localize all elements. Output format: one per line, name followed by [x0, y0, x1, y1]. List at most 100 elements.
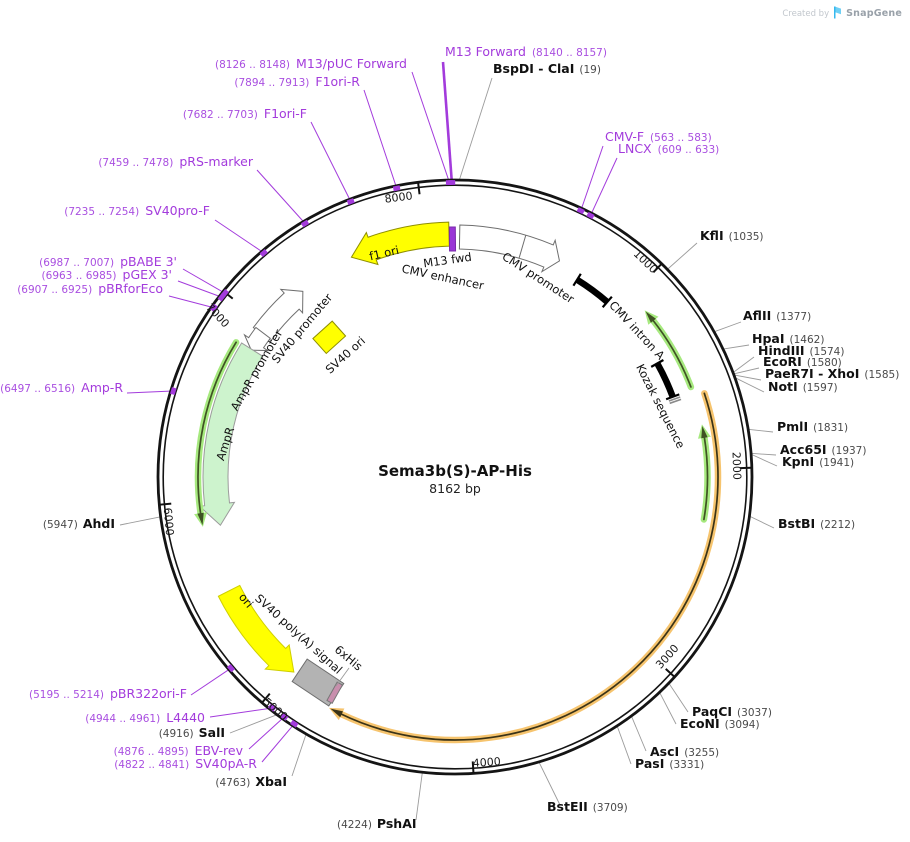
ring-mark-7244	[259, 248, 268, 258]
plasmid-size: 8162 bp	[429, 481, 481, 496]
ring-mark-6916	[209, 303, 218, 313]
ring-mark-8137	[445, 180, 453, 186]
enzyme-label-KpnI: KpnI (1941)	[782, 454, 854, 469]
tick-label-2000: 2000	[730, 452, 744, 480]
primer-leader-F1ori-F	[310, 121, 352, 202]
enzyme-label-PshAI: (4224) PshAI	[337, 816, 417, 831]
feature-ampr-arrow	[198, 342, 264, 527]
watermark-created-by: Created by	[782, 8, 830, 19]
primer-label-M13Forward: M13 Forward (8140 .. 8157)	[445, 44, 607, 59]
enzyme-label-KflI: KflI (1035)	[700, 228, 764, 243]
feature-cmv-divider	[518, 235, 527, 259]
primer-leader-pBRforEco	[168, 295, 214, 309]
primer-label-pBRforEco: (6907 .. 6925) pBRforEco	[17, 281, 163, 296]
primer-label-F1ori-F: (7682 .. 7703) F1ori-F	[183, 106, 307, 121]
feature-orf-1-core	[651, 319, 692, 388]
plasmid-name: Sema3b(S)-AP-His	[378, 462, 532, 480]
primer-label-LNCX: LNCX (609 .. 633)	[618, 141, 719, 156]
primer-label-F1ori-R: (7894 .. 7913) F1ori-R	[234, 74, 360, 89]
enzyme-leader-PasI	[616, 725, 632, 765]
tick-4000	[471, 761, 475, 773]
tick-8000	[417, 182, 421, 195]
snapgene-watermark: Created by SnapGene	[782, 4, 902, 23]
tick-3000	[665, 668, 675, 678]
enzyme-label-HpaI: HpaI (1462)	[752, 331, 824, 346]
tick-5000	[261, 692, 271, 703]
feature-kozak-bar-cap0	[650, 359, 664, 368]
primer-label-CMV-F: CMV-F (563 .. 583)	[605, 129, 712, 144]
enzyme-leader-AflII	[713, 321, 742, 333]
enzyme-leader-KflI	[667, 242, 698, 270]
enzyme-label-AscI: AscI (3255)	[650, 744, 719, 759]
ring-mark-7692	[346, 198, 355, 206]
feature-sixhis-leader	[335, 667, 350, 687]
feature-cmv-intron-a-bar	[575, 276, 610, 305]
primer-leader-EBV-rev	[248, 716, 285, 750]
ring-inner	[162, 184, 748, 770]
primer-label-pBABE3': (6987 .. 7007) pBABE 3'	[39, 254, 177, 269]
enzyme-label-HindIII: HindIII (1574)	[758, 343, 844, 358]
primer-leader-CMV-F	[580, 145, 604, 211]
enzyme-leader-BspDI-ClaI	[458, 77, 493, 181]
enzyme-label-EcoRI: EcoRI (1580)	[763, 354, 842, 369]
ring-mark-6506	[170, 387, 177, 396]
enzyme-leader-BstEII	[538, 761, 561, 806]
enzyme-label-XbaI: (4763) XbaI	[215, 774, 287, 789]
ring-mark-6974	[217, 293, 226, 302]
watermark-brand: SnapGene	[846, 8, 902, 19]
enzyme-leader-AhdI	[119, 516, 161, 526]
ring-mark-7903	[392, 185, 401, 192]
ring-mark-4952	[267, 703, 277, 712]
enzyme-label-NotI: NotI (1597)	[768, 379, 838, 394]
primer-label-L4440: (4944 .. 4961) L4440	[85, 710, 205, 725]
primer-leader-pGEX3'	[177, 280, 222, 298]
primer-label-M13/pUCForward: (8126 .. 8148) M13/pUC Forward	[215, 56, 407, 71]
plasmid-title-block: Sema3b(S)-AP-His 8162 bp	[378, 462, 532, 496]
enzyme-leader-EcoNI	[659, 692, 677, 725]
feature-sixhis-box	[326, 681, 344, 705]
primer-label-pGEX3': (6963 .. 6985) pGEX 3'	[42, 267, 172, 282]
ring-mark-4831	[290, 719, 299, 728]
primer-leader-LNCX	[590, 157, 618, 216]
primer-leader-pBABE3'	[182, 268, 225, 294]
enzyme-label-AhdI: (5947) AhdI	[43, 516, 115, 531]
tick-label-8000: 8000	[384, 189, 413, 205]
feature-kozak-double-tick-1	[669, 398, 682, 405]
feature-ori-arrow	[217, 584, 295, 673]
feature-cmv-intron-a-bar-cap1	[601, 295, 613, 308]
enzyme-leader-HpaI	[722, 344, 750, 350]
primer-leader-SV40pro-F	[214, 219, 264, 254]
tick-1000	[652, 263, 663, 274]
leader-lines	[119, 61, 778, 821]
enzyme-leader-PmlI	[748, 428, 774, 433]
feature-orf-main-halo	[338, 390, 722, 744]
primer-leader-pBR322ori-F	[190, 668, 231, 696]
enzyme-label-SalI: (4916) SalI	[159, 725, 225, 740]
ring-mark-573	[576, 207, 585, 215]
primer-leader-M13/pUCForward	[411, 71, 450, 183]
enzyme-label-EcoNI: EcoNI (3094)	[680, 716, 760, 731]
ring-outer	[156, 178, 754, 776]
ring-mark-7468	[300, 219, 310, 228]
feature-sv40-promoter-arrow	[252, 288, 304, 342]
feature-orf-main-core-head	[330, 708, 343, 718]
primer-leader-pRS-marker	[256, 169, 306, 224]
primer-leader-Amp-R	[126, 390, 173, 394]
primer-label-pBR322ori-F: (5195 .. 5214) pBR322ori-F	[29, 686, 187, 701]
primer-label-Amp-R: (6497 .. 6516) Amp-R	[0, 380, 123, 395]
enzyme-leader-XbaI	[291, 733, 307, 777]
feature-f1-ori-arrow	[350, 221, 450, 266]
enzyme-label-PaeR7I-XhoI: PaeR7I - XhoI (1585)	[765, 366, 899, 381]
enzyme-leader-KpnI	[750, 453, 778, 467]
primer-leader-SV40pA-R	[261, 723, 295, 763]
feature-orf-main-core	[339, 392, 719, 741]
snapgene-logo-icon	[833, 4, 842, 23]
primer-label-SV40pA-R: (4822 .. 4841) SV40pA-R	[114, 756, 257, 771]
enzyme-label-PasI: PasI (3331)	[635, 756, 704, 771]
feature-ampr-promoter-arrow	[243, 326, 271, 352]
feature-kozak-double-tick-0	[668, 396, 681, 402]
enzyme-leader-PshAI	[415, 772, 423, 821]
ring-mark-4885	[279, 712, 289, 721]
primer-label-EBV-rev: (4876 .. 4895) EBV-rev	[114, 743, 244, 758]
